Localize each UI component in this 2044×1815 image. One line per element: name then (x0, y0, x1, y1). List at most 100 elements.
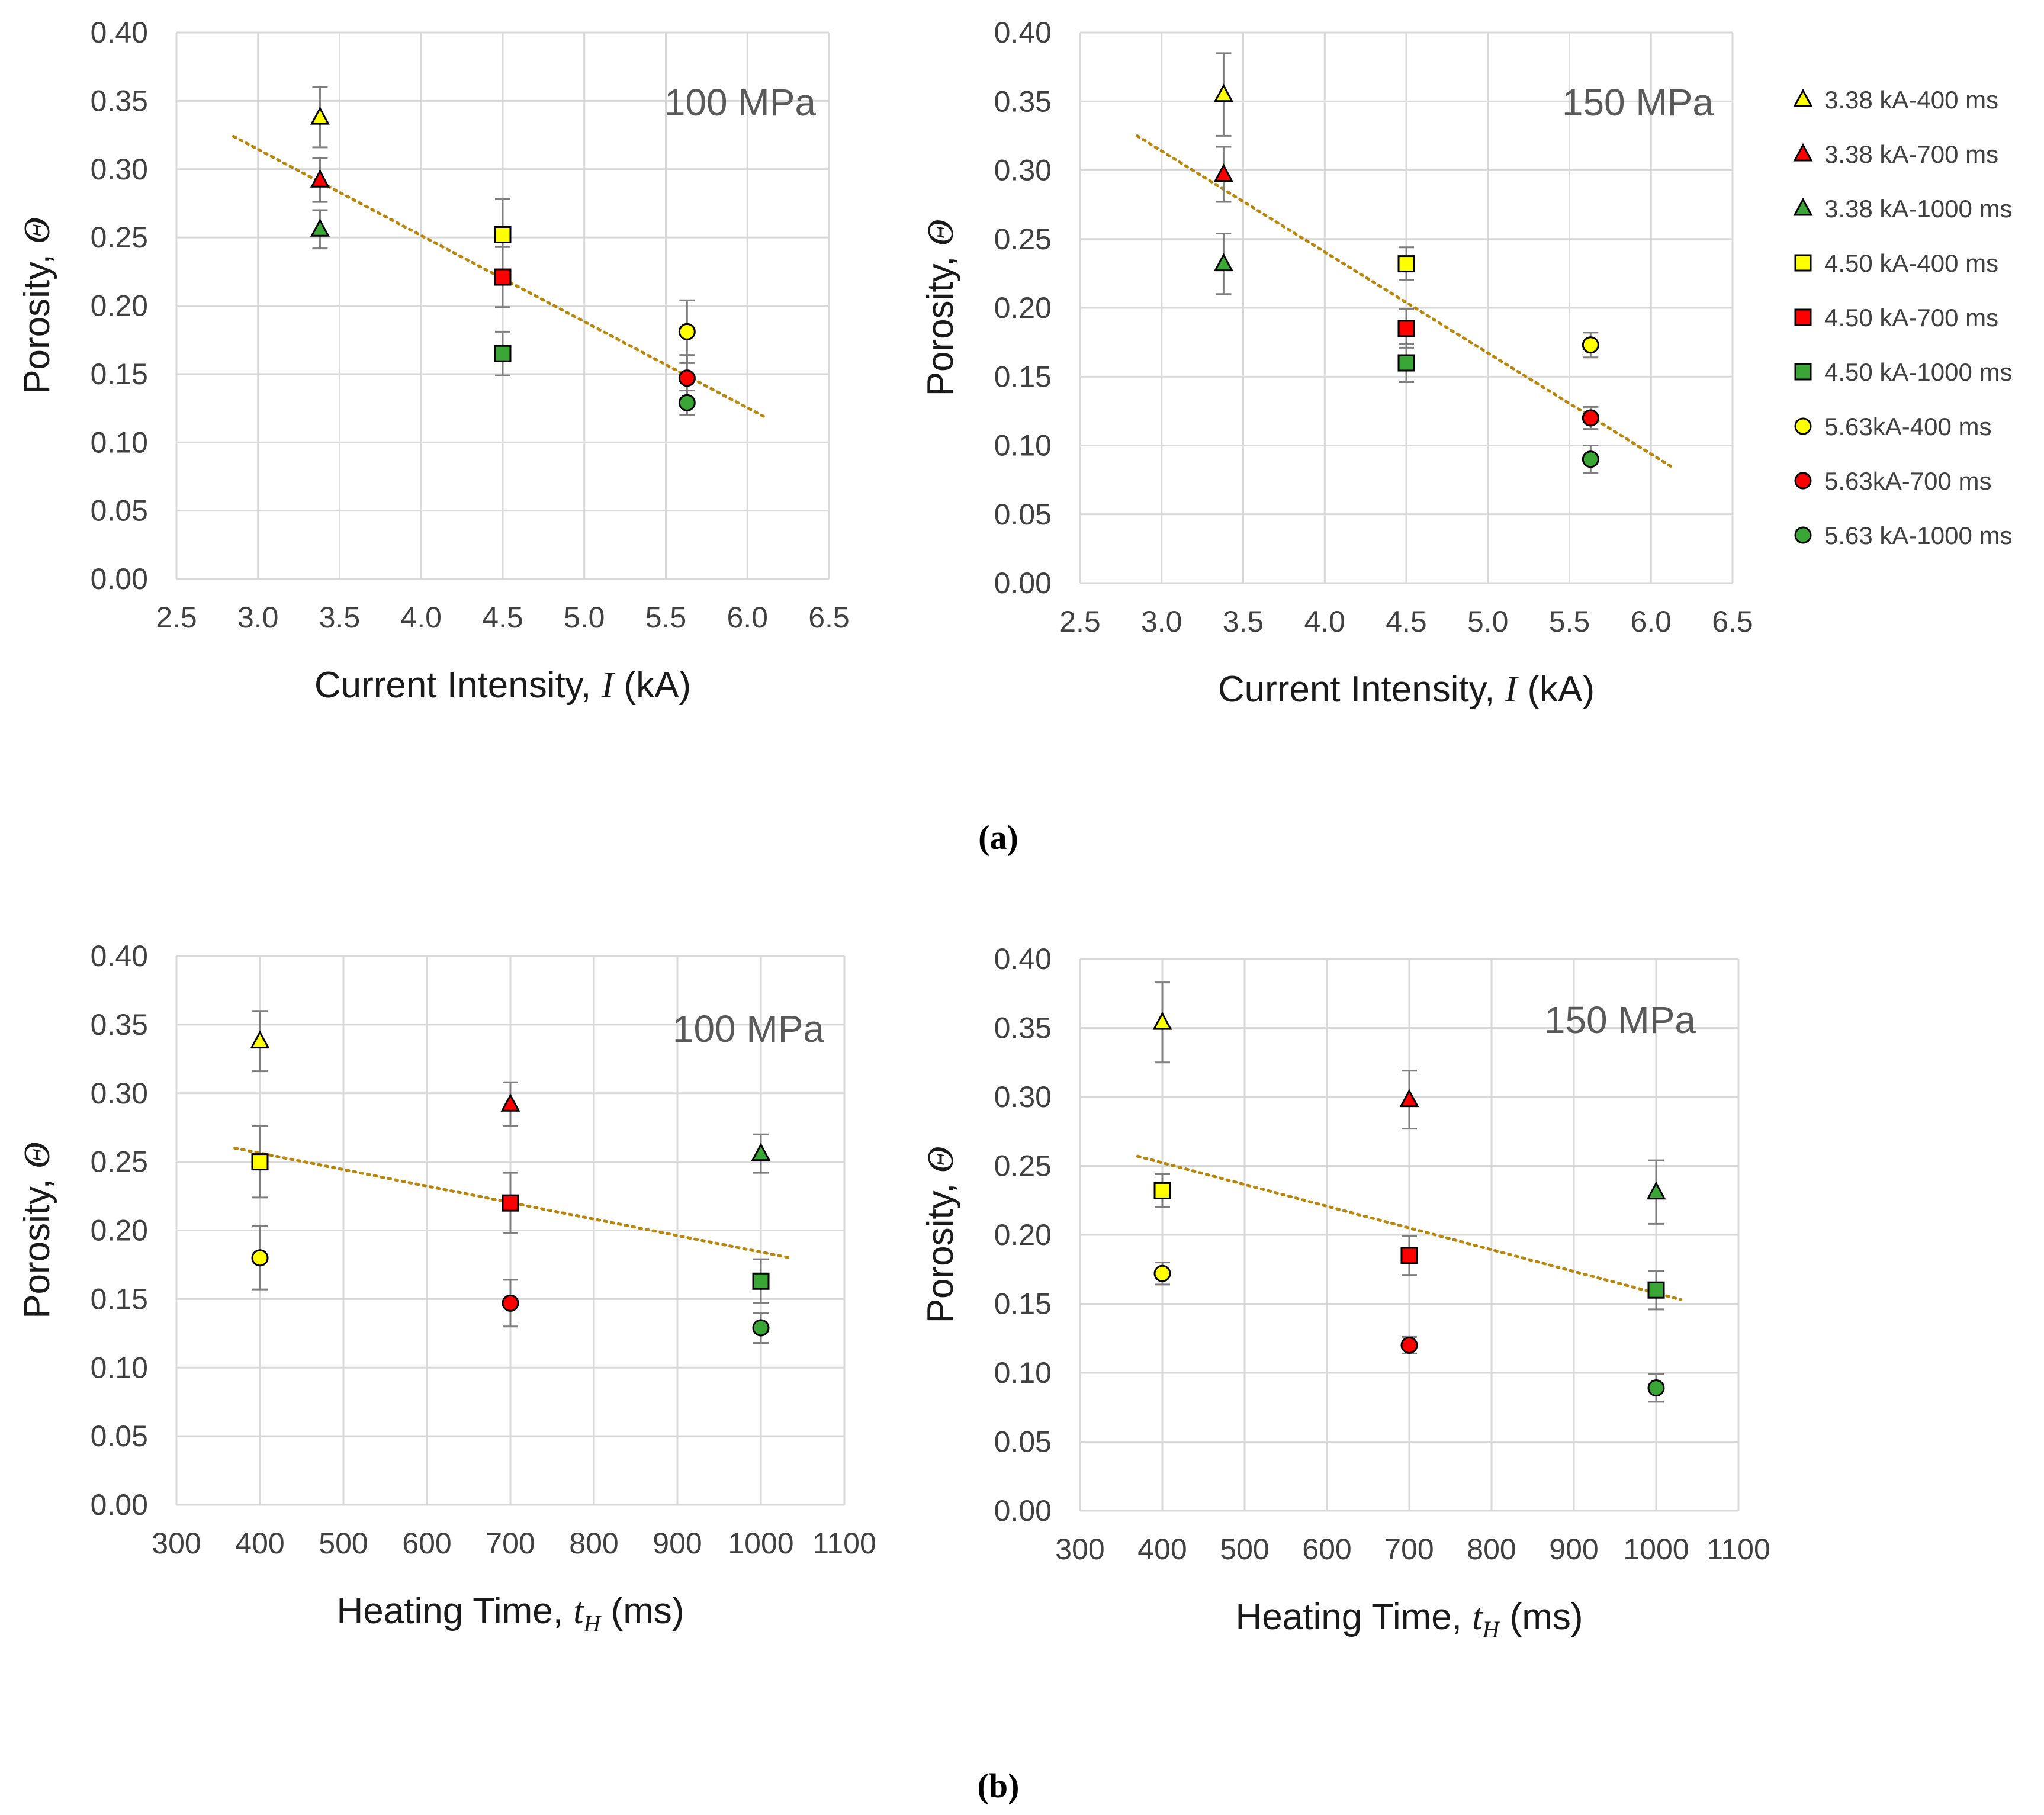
x-axis-title-prefix: Heating Time, (1235, 1597, 1472, 1637)
x-axis-title-suffix: (kA) (1517, 669, 1595, 710)
x-tick-label: 5.0 (564, 601, 605, 634)
pressure-annotation: 150 MPa (1562, 81, 1714, 124)
data-point (1397, 255, 1415, 273)
y-tick-label: 0.05 (994, 1425, 1052, 1459)
x-axis-title: Heating Time, tH (ms) (1235, 1597, 1583, 1643)
legend-marker (1794, 254, 1812, 272)
legend-marker (1793, 143, 1813, 162)
y-tick-label: 0.05 (91, 494, 148, 527)
x-tick-label: 3.0 (1141, 605, 1182, 638)
data-point (500, 1093, 520, 1112)
y-axis-title-prefix: Porosity, (920, 246, 961, 396)
y-tick-label: 0.10 (994, 1356, 1052, 1389)
data-point (310, 169, 330, 188)
trend-line (1136, 1154, 1683, 1302)
data-point (1153, 1182, 1171, 1199)
x-tick-label: 4.5 (482, 601, 523, 634)
x-tick-label: 6.0 (727, 601, 768, 634)
pressure-annotation: 100 MPa (664, 81, 817, 124)
y-axis-title: Porosity, Θ (17, 217, 57, 394)
x-tick-label: 3.5 (319, 601, 361, 634)
y-tick-label: 0.40 (994, 942, 1052, 976)
panel-label-b: (b) (978, 1766, 1020, 1805)
data-point (494, 226, 512, 244)
y-tick-label: 0.10 (91, 426, 148, 459)
data-point (1213, 253, 1233, 272)
legend-marker (1793, 88, 1813, 107)
x-tick-label: 400 (235, 1527, 284, 1560)
y-tick-label: 0.35 (994, 85, 1052, 118)
legend-marker (1794, 526, 1812, 544)
x-axis-title-prefix: Current Intensity, (314, 665, 602, 706)
data-point (1582, 336, 1599, 354)
pressure-annotation: 150 MPa (1544, 999, 1696, 1041)
y-tick-label: 0.10 (994, 429, 1052, 462)
x-tick-label: 400 (1137, 1533, 1187, 1566)
y-axis-title-prefix: Porosity, (920, 1173, 961, 1323)
legend-label: 5.63kA-400 ms (1824, 413, 1991, 440)
data-point (1213, 163, 1233, 182)
y-tick-label: 0.00 (994, 1494, 1052, 1527)
y-axis-title: Porosity, Θ (920, 220, 961, 397)
legend-marker (1794, 417, 1812, 435)
x-tick-label: 500 (1220, 1533, 1269, 1566)
data-point (1582, 450, 1599, 468)
x-tick-label: 300 (152, 1527, 201, 1560)
x-tick-label: 1100 (812, 1527, 876, 1560)
x-tick-label: 700 (1384, 1533, 1434, 1566)
data-point (502, 1194, 519, 1212)
pressure-annotation: 100 MPa (673, 1008, 825, 1050)
x-axis-title-subscript: H (1481, 1616, 1500, 1643)
x-axis-title-variable: t (573, 1591, 584, 1631)
data-point (310, 106, 330, 125)
x-tick-label: 5.5 (645, 601, 687, 634)
x-tick-label: 6.5 (808, 601, 850, 634)
data-point (1397, 320, 1415, 337)
y-tick-label: 0.40 (994, 16, 1052, 49)
x-axis-title-suffix: (kA) (613, 665, 691, 706)
y-axis-title-symbol: Θ (921, 220, 961, 246)
x-tick-label: 600 (402, 1527, 451, 1560)
x-tick-label: 5.0 (1467, 605, 1509, 638)
y-tick-label: 0.25 (91, 221, 148, 254)
x-tick-label: 1000 (1623, 1533, 1689, 1566)
y-axis-title-symbol: Θ (17, 217, 57, 244)
legend-marker (1794, 308, 1812, 326)
data-point (678, 323, 696, 340)
x-tick-label: 2.5 (1059, 605, 1101, 638)
x-tick-label: 800 (569, 1527, 618, 1560)
panel-label-a: (a) (978, 818, 1018, 857)
legend-label: 4.50 kA-400 ms (1824, 249, 1998, 277)
y-tick-label: 0.00 (91, 562, 148, 596)
x-axis-title-prefix: Current Intensity, (1218, 669, 1505, 710)
y-tick-label: 0.25 (994, 223, 1052, 256)
y-axis-title: Porosity, Θ (920, 1147, 961, 1324)
x-axis-title-subscript: H (583, 1610, 602, 1637)
x-tick-label: 900 (1549, 1533, 1598, 1566)
x-axis-title-variable: t (1472, 1597, 1483, 1637)
x-axis-title-suffix: (ms) (1499, 1597, 1583, 1637)
x-tick-label: 600 (1302, 1533, 1351, 1566)
x-tick-label: 500 (319, 1527, 368, 1560)
x-tick-label: 2.5 (156, 601, 197, 634)
data-point (1400, 1336, 1418, 1354)
data-point (251, 1153, 269, 1171)
x-tick-label: 6.0 (1630, 605, 1672, 638)
y-axis-title-prefix: Porosity, (17, 1169, 57, 1319)
legend-label: 3.38 kA-1000 ms (1824, 195, 2013, 223)
x-tick-label: 3.5 (1223, 605, 1264, 638)
y-tick-label: 0.25 (994, 1150, 1052, 1183)
x-tick-label: 4.5 (1386, 605, 1427, 638)
x-axis-title-variable: I (601, 665, 616, 706)
data-point (251, 1249, 269, 1267)
legend: 3.38 kA-400 ms 3.38 kA-700 ms 3.38 kA-1000… (1793, 86, 2013, 549)
y-tick-label: 0.40 (91, 939, 148, 973)
legend-label: 5.63 kA-1000 ms (1824, 522, 2013, 549)
data-point (1397, 354, 1415, 372)
y-tick-label: 0.30 (994, 1080, 1052, 1114)
y-tick-label: 0.15 (91, 358, 148, 391)
y-tick-label: 0.20 (91, 1214, 148, 1247)
data-point (1152, 1012, 1172, 1030)
y-axis-title-symbol: Θ (17, 1142, 57, 1169)
